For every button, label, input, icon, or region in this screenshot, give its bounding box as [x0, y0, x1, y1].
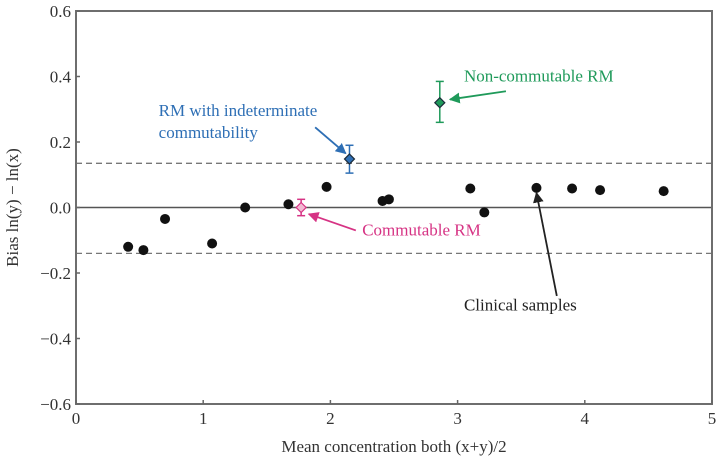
annotation-non-commutable: Non-commutable RM	[448, 66, 614, 104]
y-axis-title: Bias ln(y) − ln(x)	[3, 148, 22, 267]
data-point	[160, 213, 171, 224]
series-clinical-samples	[123, 181, 669, 256]
annotation-label: Commutable RM	[362, 220, 481, 239]
data-point	[123, 241, 134, 252]
x-tick-label: 0	[72, 409, 81, 428]
data-point	[283, 199, 294, 210]
data-point	[465, 183, 476, 194]
y-tick-label: −0.4	[40, 330, 71, 349]
y-tick-label: −0.6	[40, 395, 71, 414]
data-point	[138, 245, 149, 256]
x-axis-title: Mean concentration both (x+y)/2	[281, 437, 506, 456]
annotation-clinical: Clinical samples	[464, 191, 577, 315]
data-point-diamond	[295, 201, 307, 214]
series-rm-with-indeterminate-commutability	[343, 144, 356, 174]
annotations: RM with indeterminate commutability Non-co…	[159, 66, 614, 314]
y-tick-label: −0.2	[40, 264, 71, 283]
x-tick-label: 2	[326, 409, 335, 428]
data-point	[207, 238, 218, 249]
annotation-indeterminate: RM with indeterminate commutability	[159, 101, 347, 155]
annotation-label: commutability	[159, 123, 259, 142]
y-axis: −0.6 −0.4 −0.2 0.0 0.2 0.4 0.6	[40, 2, 80, 414]
series-non-commutable-rm	[433, 80, 446, 124]
y-tick-label: 0.0	[50, 199, 71, 218]
annotation-label: Non-commutable RM	[464, 66, 614, 85]
reference-lines	[76, 162, 712, 255]
annotation-label: RM with indeterminate	[159, 101, 318, 120]
y-tick-label: 0.6	[50, 2, 71, 21]
data-point	[321, 181, 332, 192]
annotation-arrow	[448, 90, 507, 104]
data-point	[658, 186, 669, 197]
y-tick-label: 0.2	[50, 133, 71, 152]
data-point	[595, 185, 606, 196]
x-axis: 0 1 2 3 4 5	[72, 400, 717, 428]
x-tick-label: 4	[581, 409, 590, 428]
data-point	[479, 207, 490, 218]
data-point	[567, 183, 578, 194]
series-commutable-rm	[295, 198, 307, 217]
annotation-commutable: Commutable RM	[307, 212, 481, 239]
annotation-arrow	[314, 126, 347, 155]
x-tick-label: 3	[453, 409, 462, 428]
x-tick-label: 5	[708, 409, 717, 428]
x-tick-label: 1	[199, 409, 208, 428]
data-series	[123, 80, 669, 256]
data-point-diamond	[433, 96, 446, 109]
annotation-arrow	[533, 191, 558, 297]
y-tick-label: 0.4	[50, 68, 72, 87]
data-point	[383, 194, 394, 205]
data-point-diamond	[343, 153, 356, 165]
data-point	[531, 182, 542, 193]
data-point	[240, 202, 251, 213]
annotation-label: Clinical samples	[464, 296, 577, 315]
annotation-arrow	[307, 212, 357, 232]
